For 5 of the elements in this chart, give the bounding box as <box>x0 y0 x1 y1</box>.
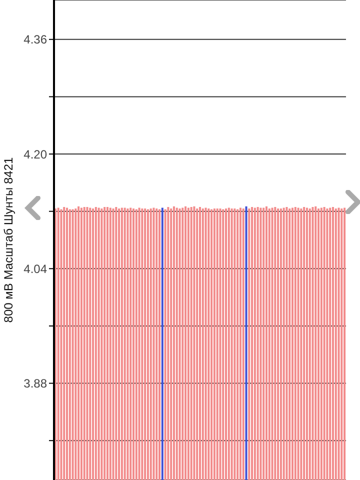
y-axis-title: 800 мВ Масштаб Шунты 8421 <box>1 156 16 323</box>
y-tick-label: 3.88 <box>24 376 48 391</box>
y-tick-label: 4.20 <box>24 147 48 162</box>
y-tick-label: 4.36 <box>24 32 48 47</box>
y-tick-label: 4.04 <box>24 262 48 276</box>
